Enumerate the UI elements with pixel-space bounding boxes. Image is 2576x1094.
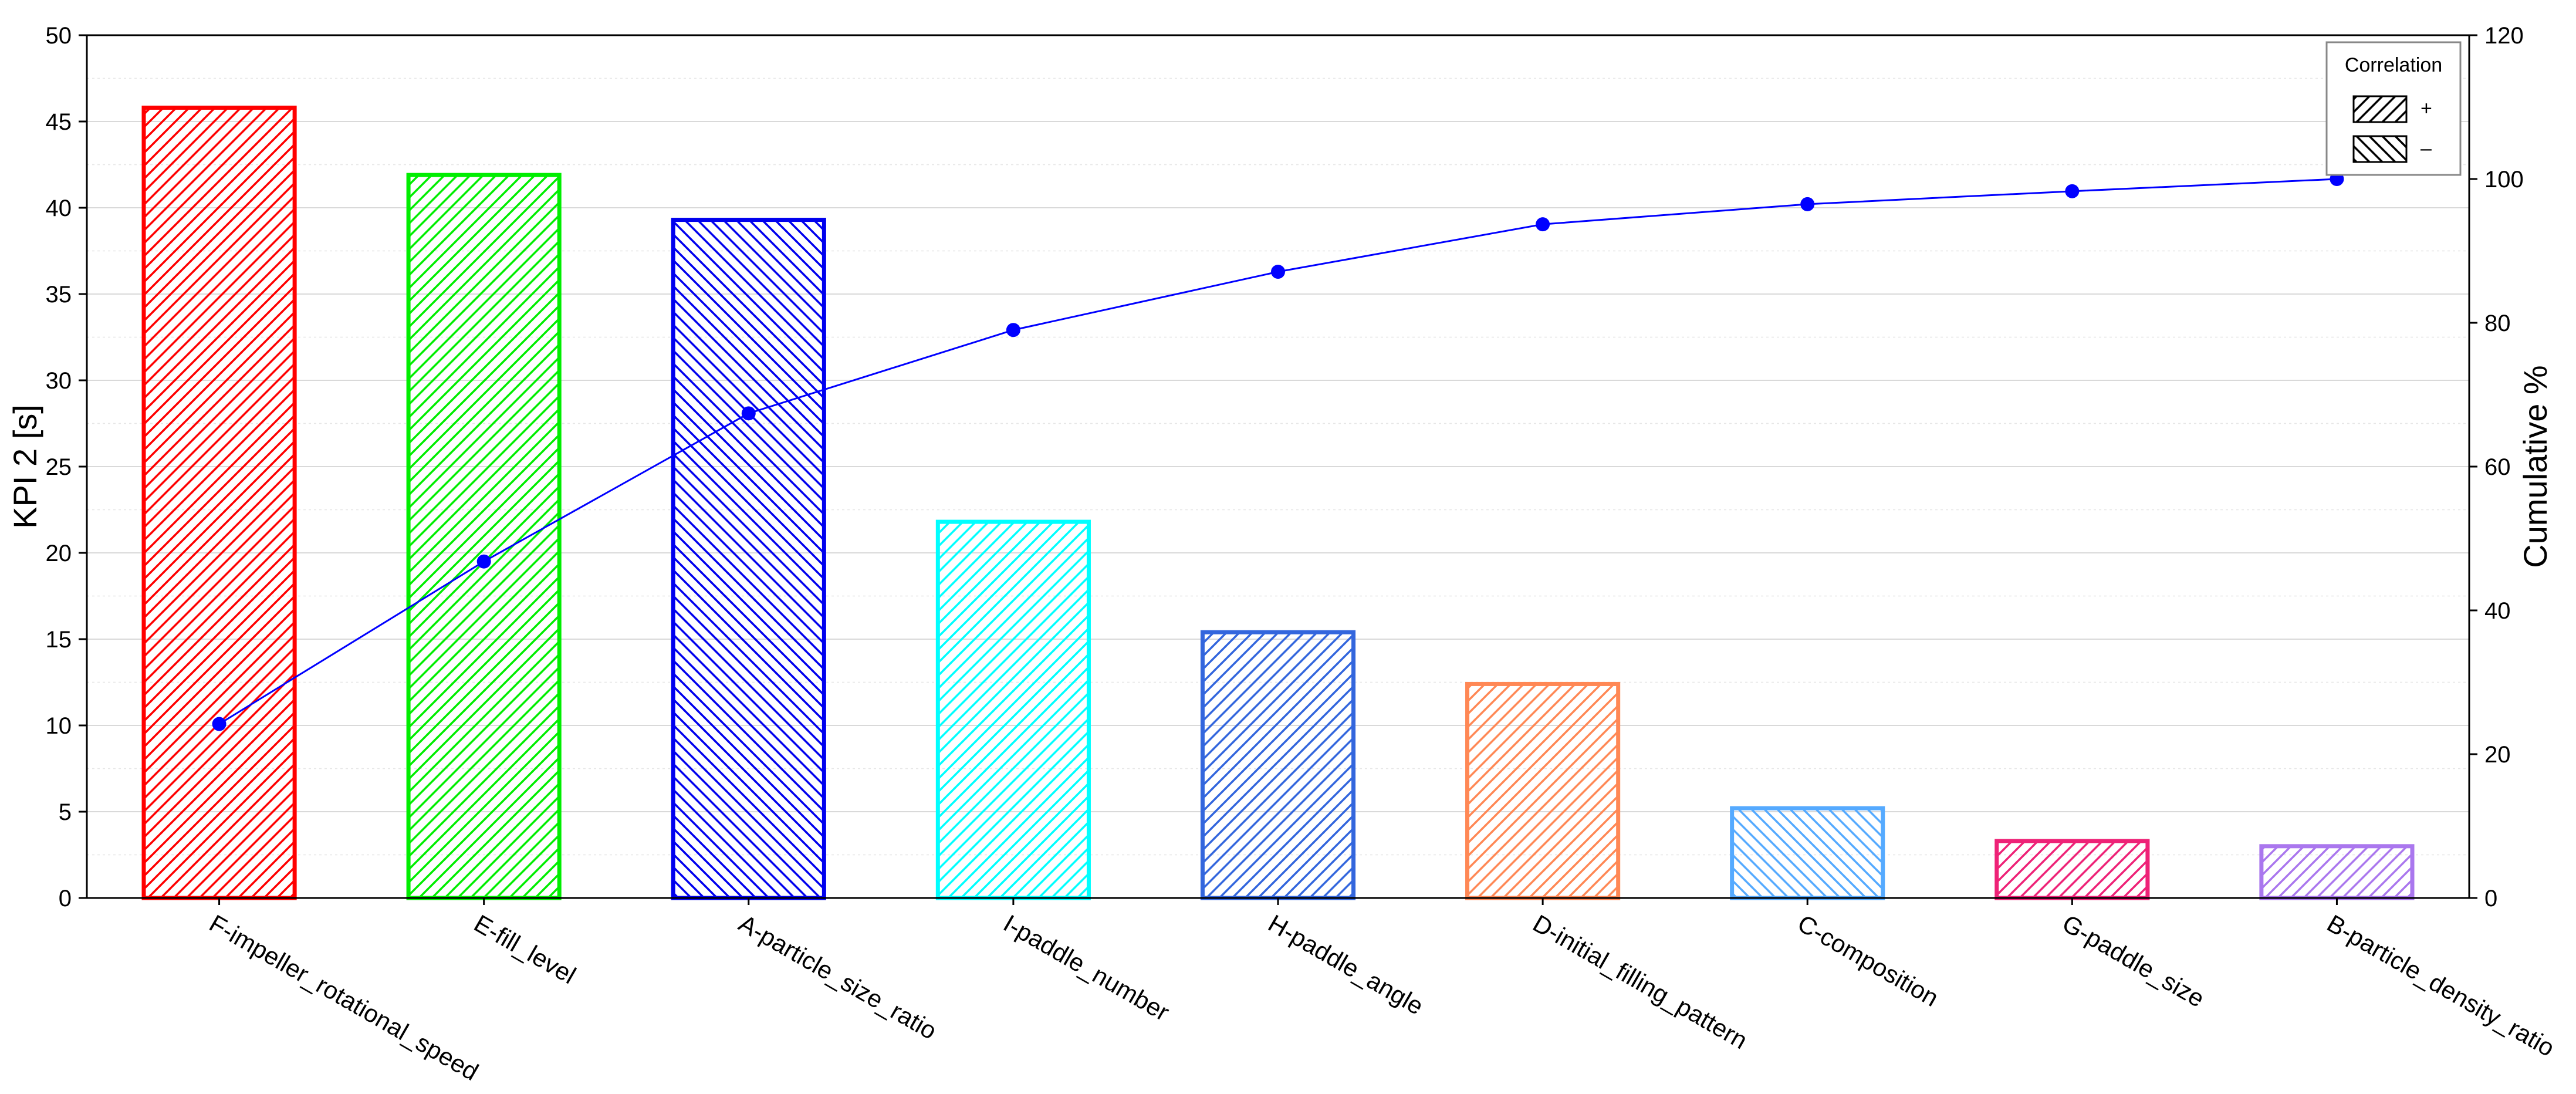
y-tick-label: 50: [46, 23, 72, 49]
y-tick-label: 35: [46, 282, 72, 308]
y2-tick-label: 100: [2484, 167, 2524, 193]
y-axis-label: KPI 2 [s]: [6, 404, 43, 529]
bar-8: [2259, 844, 2415, 900]
legend: Correlation + –: [2325, 41, 2462, 176]
bar-7: [1994, 839, 2150, 900]
y-tick-label: 45: [46, 109, 72, 135]
y-tick-label: 5: [59, 799, 72, 825]
y2-tick-label: 20: [2484, 742, 2511, 768]
labels: KPI 2 [s] Cumulative %: [6, 365, 2554, 568]
x-tick-label: D-initial_filling_pattern: [1529, 909, 1752, 1054]
cumulative-line: [212, 172, 2344, 731]
y2-axis-label: Cumulative %: [2517, 365, 2554, 568]
y2-tick-label: 60: [2484, 454, 2511, 480]
cumulative-point: [1271, 265, 1285, 279]
x-tick-label: H-paddle_angle: [1264, 909, 1428, 1020]
bar-0: [141, 105, 297, 900]
bar-6: [1730, 806, 1885, 900]
bar-3: [935, 519, 1091, 900]
cumulative-point: [2065, 184, 2080, 198]
bar-4: [1200, 630, 1356, 900]
y-tick-label: 15: [46, 627, 72, 653]
legend-swatch-negative: [2352, 135, 2408, 163]
legend-label-positive: +: [2421, 97, 2432, 120]
y-tick-label: 40: [46, 195, 72, 221]
x-tick-label: I-paddle_number: [999, 909, 1174, 1026]
cumulative-point: [1800, 197, 1815, 211]
cumulative-point: [1006, 323, 1020, 337]
y2-tick-label: 0: [2484, 886, 2497, 911]
cumulative-point: [476, 554, 491, 569]
legend-title: Correlation: [2345, 54, 2442, 76]
bar-1: [406, 173, 562, 900]
y2-tick-label: 80: [2484, 310, 2511, 336]
x-tick-label: F-impeller_rotational_speed: [205, 909, 483, 1086]
y-tick-label: 0: [59, 886, 72, 911]
x-tick-label: B-particle_density_ratio: [2323, 909, 2560, 1062]
bar-5: [1465, 681, 1621, 900]
y-tick-label: 10: [46, 713, 72, 739]
legend-swatch-positive: [2352, 95, 2408, 123]
bar-2: [671, 218, 826, 900]
y2-tick-label: 40: [2484, 598, 2511, 624]
x-tick-label: G-paddle_size: [2058, 909, 2209, 1012]
y-tick-label: 30: [46, 368, 72, 394]
x-tick-label: E-fill_level: [469, 909, 580, 989]
cumulative-point: [212, 717, 227, 731]
y-tick-label: 20: [46, 541, 72, 566]
y-tick-label: 25: [46, 454, 72, 480]
x-tick-label: C-composition: [1793, 909, 1943, 1012]
y2-tick-label: 120: [2484, 23, 2524, 49]
x-tick-label: A-particle_size_ratio: [734, 909, 941, 1045]
legend-label-negative: –: [2421, 137, 2432, 160]
cumulative-point: [1536, 217, 1550, 232]
cumulative-point: [741, 406, 756, 421]
bars: [141, 105, 2415, 900]
